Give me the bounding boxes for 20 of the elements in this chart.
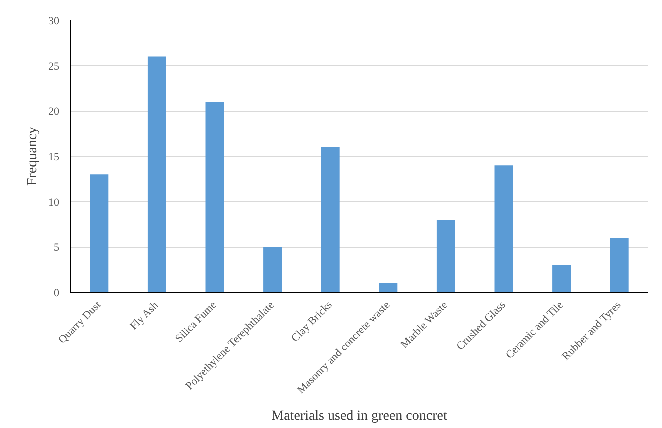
y-tick-label: 10: [48, 196, 60, 209]
bar: [552, 265, 572, 292]
bar: [321, 147, 340, 292]
bar: [379, 283, 398, 292]
bar: [264, 247, 282, 292]
x-axis-title: Materials used in green concret: [272, 408, 448, 424]
x-tick-label: Fly Ash: [128, 299, 162, 333]
bar: [610, 238, 629, 292]
y-axis-title: Frequancy: [26, 126, 40, 186]
y-tick-label: 5: [54, 242, 60, 254]
y-tick-label: 0: [54, 288, 60, 300]
bar: [206, 102, 224, 292]
y-tick-label: 25: [48, 60, 60, 73]
y-tick-label: 15: [48, 152, 60, 164]
y-tick-label: 30: [48, 16, 60, 28]
bar: [494, 166, 514, 292]
y-tick-label: 20: [48, 106, 60, 118]
bar: [90, 174, 109, 292]
bar: [436, 220, 456, 292]
bar: [148, 56, 166, 292]
